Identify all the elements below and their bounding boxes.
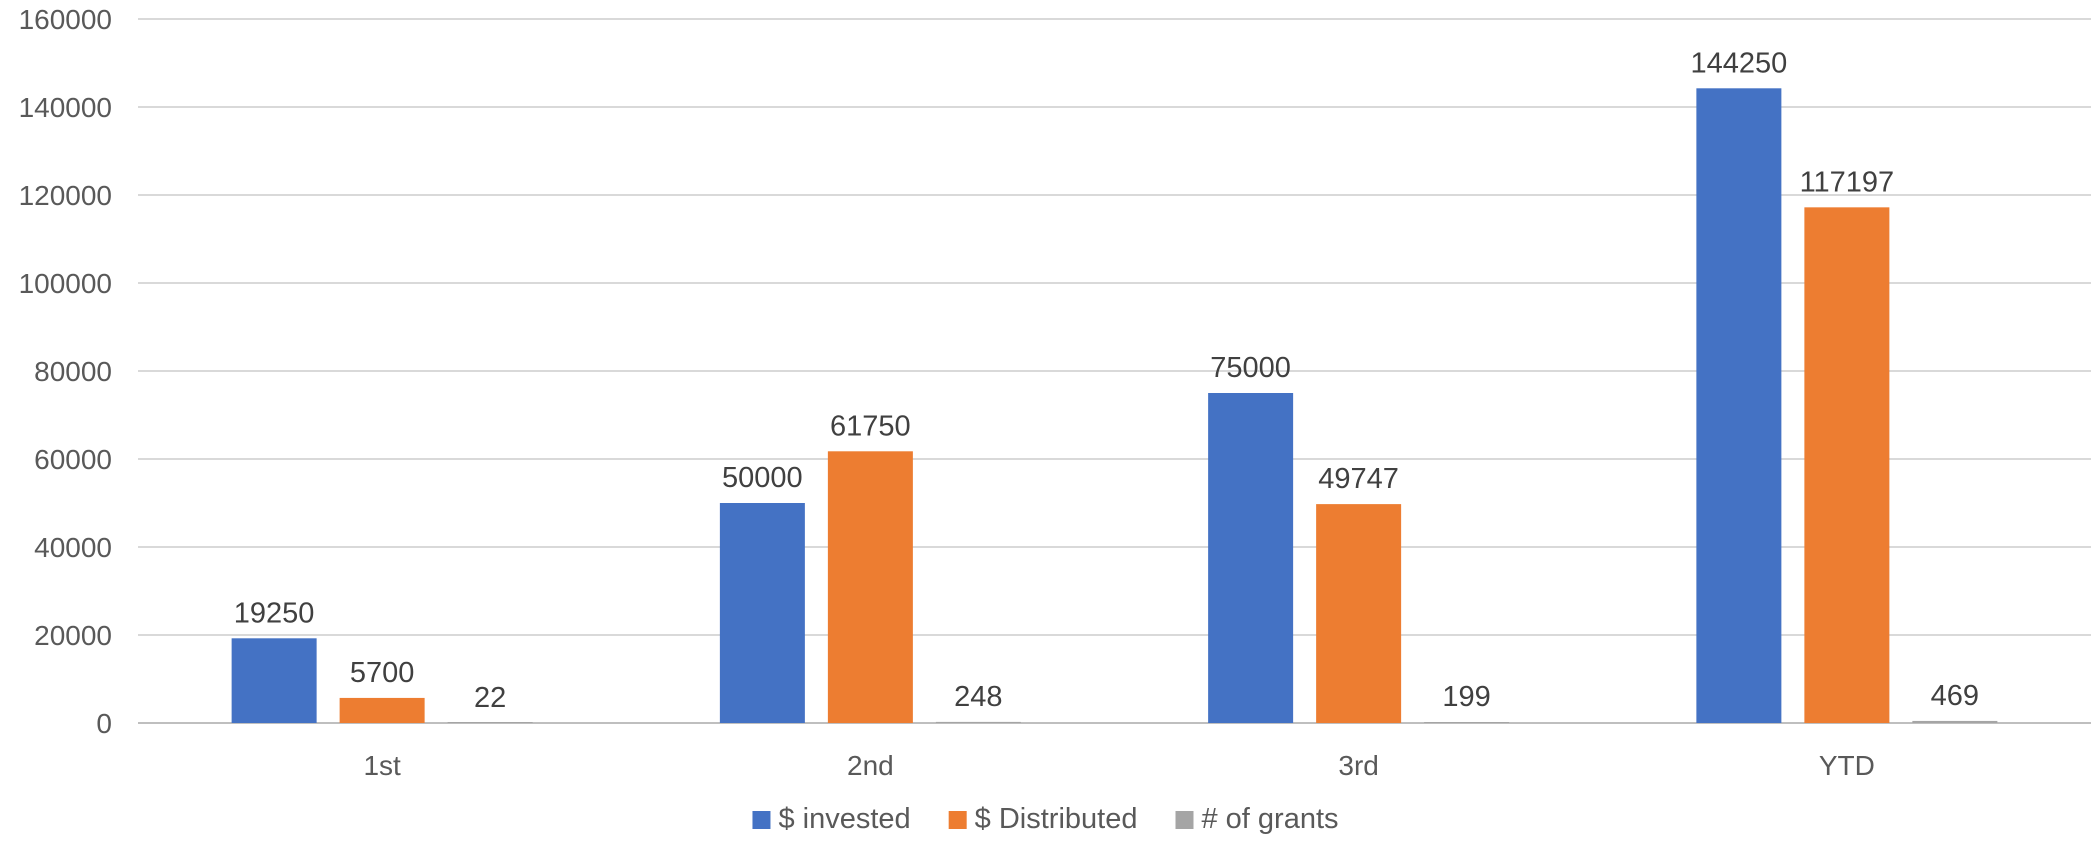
x-tick-label: 1st — [363, 750, 401, 781]
bar-of-grants-3rd — [1424, 722, 1510, 723]
bar-invested-ytd — [1696, 88, 1782, 724]
data-label: 49747 — [1318, 463, 1399, 495]
data-label: 61750 — [830, 410, 911, 442]
bar-distributed-1st — [339, 697, 425, 723]
legend-label: $ invested — [778, 803, 910, 835]
bar-distributed-ytd — [1804, 207, 1890, 724]
data-label: 248 — [954, 681, 1002, 713]
x-tick-label: 2nd — [847, 750, 894, 781]
bar-invested-2nd — [719, 503, 805, 723]
y-tick-label: 100000 — [19, 268, 112, 299]
data-label: 199 — [1442, 681, 1490, 713]
legend-label: # of grants — [1201, 803, 1338, 835]
y-tick-label: 60000 — [34, 444, 112, 475]
y-tick-label: 120000 — [19, 180, 112, 211]
legend-item: $ Distributed — [948, 803, 1138, 835]
data-label: 22 — [474, 682, 506, 714]
bar-distributed-2nd — [827, 451, 913, 723]
data-label: 75000 — [1210, 352, 1291, 384]
y-tick-label: 0 — [96, 708, 112, 739]
x-tick-label: YTD — [1819, 750, 1875, 781]
legend-swatch — [948, 811, 967, 829]
legend-item: # of grants — [1175, 803, 1339, 835]
legend: $ invested $ Distributed # of grants — [752, 803, 1339, 835]
bar-of-grants-ytd — [1912, 720, 1998, 723]
data-label: 5700 — [350, 657, 415, 689]
data-label: 50000 — [722, 462, 803, 494]
data-label: 144250 — [1690, 47, 1787, 79]
y-tick-label: 20000 — [34, 620, 112, 651]
y-tick-label: 40000 — [34, 532, 112, 563]
data-labels: 19250 5700 22 50000 61750 248 75000 49747 199 144… — [234, 47, 1979, 714]
data-label: 469 — [1931, 680, 1979, 712]
y-tick-label: 160000 — [19, 4, 112, 35]
bars — [231, 88, 1998, 724]
bar-invested-1st — [231, 638, 317, 723]
legend-swatch — [1175, 811, 1194, 829]
legend-label: $ Distributed — [975, 803, 1138, 835]
y-tick-label: 140000 — [19, 92, 112, 123]
x-tick-label: 3rd — [1338, 750, 1378, 781]
y-axis: 0 20000 40000 60000 80000 100000 120000 140000 1… — [19, 4, 112, 739]
bar-invested-3rd — [1208, 393, 1294, 723]
bar-of-grants-1st — [447, 722, 533, 723]
bar-distributed-3rd — [1316, 504, 1402, 723]
data-label: 117197 — [1800, 166, 1895, 198]
legend-swatch — [752, 811, 771, 829]
legend-item: $ invested — [752, 803, 911, 835]
bar-of-grants-2nd — [935, 721, 1021, 723]
gridlines — [138, 18, 2091, 724]
y-tick-label: 80000 — [34, 356, 112, 387]
data-label: 19250 — [234, 597, 315, 629]
x-axis: 1st 2nd 3rd YTD — [363, 750, 1874, 781]
